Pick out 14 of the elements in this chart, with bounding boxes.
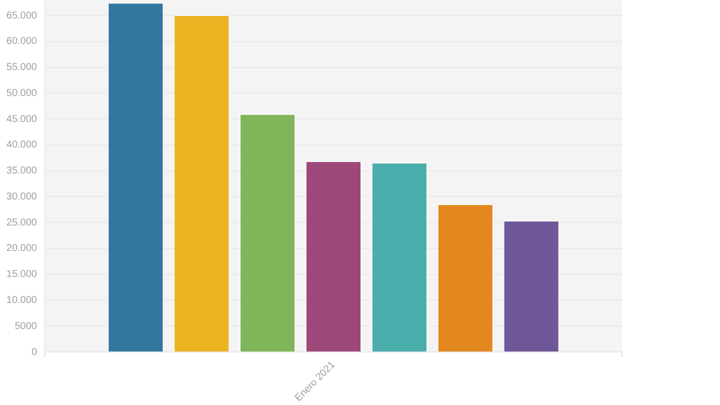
y-tick-label: 40.000 <box>6 140 38 151</box>
y-tick-label: 30.000 <box>6 191 38 202</box>
y-tick-label: 10.000 <box>6 294 38 306</box>
y-tick-label: 25.000 <box>6 217 38 228</box>
y-tick-label: 50.000 <box>6 88 38 99</box>
y-tick-label: 60.000 <box>6 36 38 48</box>
y-tick-label: 45.000 <box>6 114 38 125</box>
y-tick-label: 5000 <box>14 320 38 332</box>
y-tick-label: 55.000 <box>6 62 38 74</box>
y-tick-label: 0 <box>31 346 38 358</box>
y-tick-label: 65.000 <box>6 10 38 22</box>
y-tick-label: 15.000 <box>6 269 38 280</box>
y-tick-label: 35.000 <box>6 166 38 177</box>
y-tick-label: 20.000 <box>6 243 38 254</box>
